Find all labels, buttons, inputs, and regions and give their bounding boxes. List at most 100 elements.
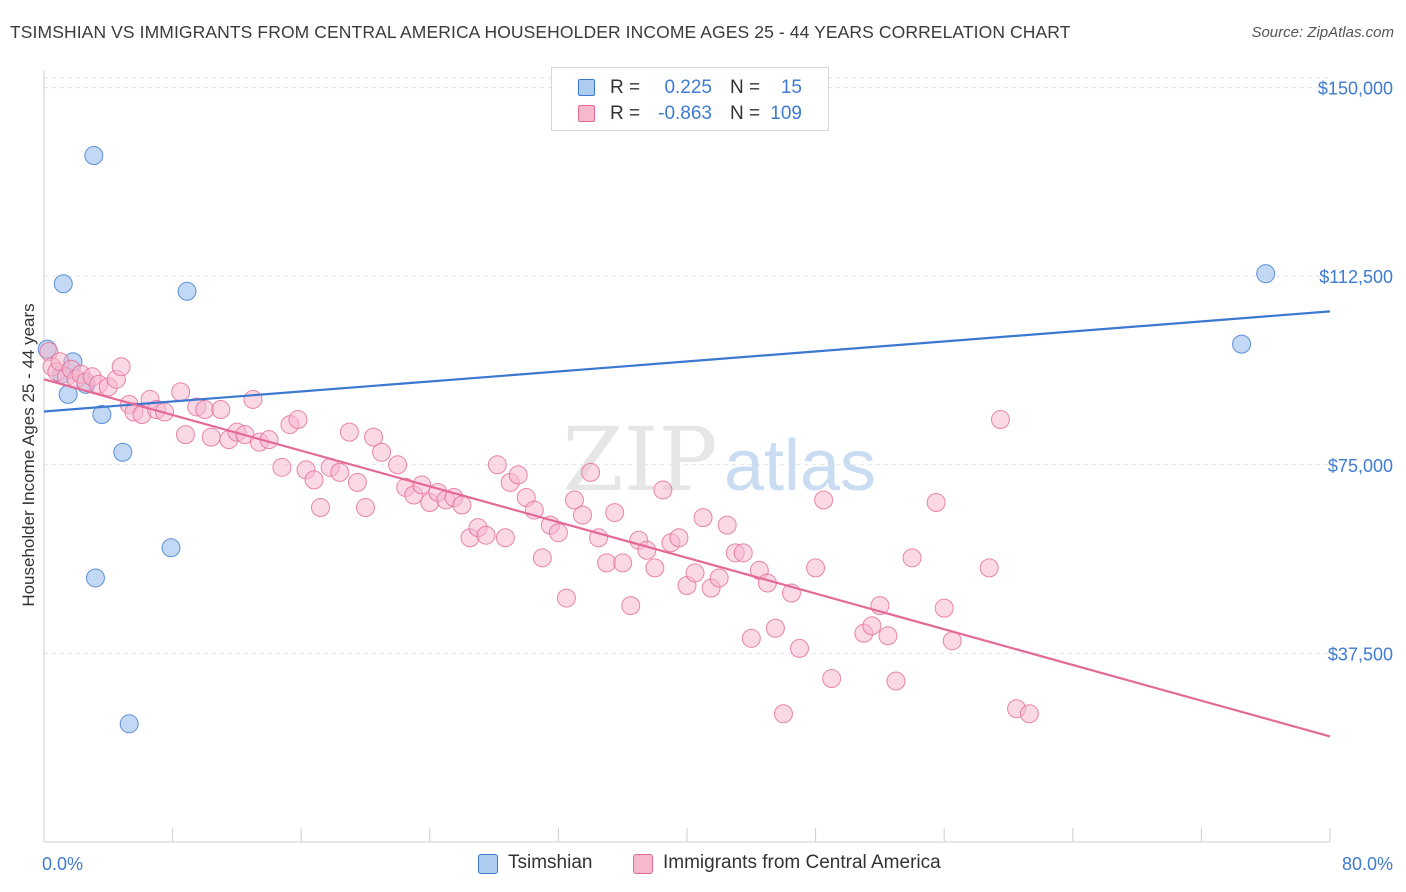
data-point-immigrants <box>878 626 898 646</box>
data-point-immigrants <box>773 704 793 724</box>
data-point-immigrants <box>243 389 263 409</box>
data-point-immigrants <box>979 558 999 578</box>
y-axis-label: Householder Income Ages 25 - 44 years <box>19 303 38 606</box>
data-point-tsimshian <box>85 568 105 588</box>
data-point-immigrants <box>653 480 673 500</box>
data-point-immigrants <box>814 490 834 510</box>
data-point-tsimshian <box>119 714 139 734</box>
data-point-tsimshian <box>161 538 181 558</box>
data-point-immigrants <box>934 598 954 618</box>
watermark-zip: ZIP <box>562 408 717 511</box>
data-point-immigrants <box>942 631 962 651</box>
data-point-immigrants <box>304 470 324 490</box>
y-tick-label: $37,500 <box>1328 644 1393 664</box>
watermark-atlas: atlas <box>724 426 876 506</box>
y-tick-label: $150,000 <box>1318 79 1393 99</box>
data-point-immigrants <box>790 638 810 658</box>
data-point-immigrants <box>709 568 729 588</box>
data-point-immigrants <box>693 508 713 528</box>
data-point-immigrants <box>765 618 785 638</box>
x-tick-label: 80.0% <box>1342 854 1393 874</box>
data-point-immigrants <box>339 422 359 442</box>
data-point-immigrants <box>111 357 131 377</box>
legend-n-value: 109 <box>770 103 802 124</box>
data-point-immigrants <box>806 558 826 578</box>
data-point-immigrants <box>990 410 1010 430</box>
data-point-immigrants <box>902 548 922 568</box>
data-point-immigrants <box>613 553 633 573</box>
legend-swatch-pink <box>578 105 595 122</box>
legend-r-label: R = <box>610 77 641 98</box>
data-point-immigrants <box>347 472 367 492</box>
data-point-immigrants <box>495 528 515 548</box>
data-point-immigrants <box>862 616 882 636</box>
legend-n-label: N = <box>730 77 761 98</box>
stats-legend: R = 0.225 N = 15 R = -0.863 N = 109 <box>551 67 829 131</box>
data-point-immigrants <box>886 671 906 691</box>
data-point-immigrants <box>364 427 384 447</box>
tick-labels: $37,500 $75,000 $112,500 $150,000 0.0% 80.0% <box>42 79 1393 874</box>
trend-line-tsimshian <box>43 310 1331 413</box>
data-point-immigrants <box>822 669 842 689</box>
legend-label-tsimshian: Tsimshian <box>508 852 593 873</box>
y-tick-label: $112,500 <box>1319 267 1393 287</box>
data-point-tsimshian <box>1256 264 1276 284</box>
data-point-immigrants <box>573 505 593 525</box>
legend-swatch-pink <box>633 854 653 874</box>
legend-swatch-blue <box>478 854 498 874</box>
data-point-immigrants <box>548 523 568 543</box>
trend-lines <box>43 310 1331 738</box>
data-point-immigrants <box>597 553 617 573</box>
data-point-immigrants <box>356 498 375 518</box>
data-point-immigrants <box>272 457 292 477</box>
data-point-immigrants <box>288 410 308 430</box>
data-point-tsimshian <box>53 274 73 294</box>
data-point-immigrants <box>685 563 705 583</box>
data-point-immigrants <box>532 548 552 568</box>
x-tick-label: 0.0% <box>42 854 83 874</box>
data-point-immigrants <box>487 455 507 475</box>
data-point-immigrants <box>589 528 609 548</box>
data-point-immigrants <box>310 498 330 518</box>
data-point-immigrants <box>452 495 472 515</box>
y-tick-label: $75,000 <box>1328 456 1393 476</box>
data-point-immigrants <box>201 427 221 447</box>
data-point-immigrants <box>733 543 753 563</box>
data-point-immigrants <box>741 628 761 648</box>
legend-r-label: R = <box>610 103 641 124</box>
data-point-immigrants <box>556 588 576 608</box>
data-point-tsimshian <box>84 145 104 165</box>
data-point-immigrants <box>605 503 625 523</box>
axes <box>43 70 1331 843</box>
grid-lines <box>44 77 1330 654</box>
legend-label-immigrants: Immigrants from Central America <box>663 852 941 873</box>
data-point-immigrants <box>171 382 191 402</box>
data-point-immigrants <box>564 490 584 510</box>
data-point-immigrants <box>175 425 195 445</box>
data-point-tsimshian <box>1232 334 1252 354</box>
data-point-immigrants <box>476 525 496 545</box>
data-point-immigrants <box>717 515 737 535</box>
legend-row-tsimshian: R = 0.225 N = 15 <box>552 75 828 101</box>
legend-r-value: 0.225 <box>664 77 712 98</box>
legend-n-value: 15 <box>780 77 802 98</box>
data-point-immigrants <box>645 558 665 578</box>
data-point-tsimshian <box>113 442 133 462</box>
data-point-immigrants <box>581 462 601 482</box>
data-point-immigrants <box>508 465 528 485</box>
data-point-immigrants <box>372 442 392 462</box>
data-point-tsimshian <box>92 405 112 425</box>
data-point-immigrants <box>1019 704 1039 724</box>
series-legend: Tsimshian Immigrants from Central Americ… <box>0 852 1406 878</box>
data-point-tsimshian <box>177 281 197 301</box>
legend-r-value: -0.863 <box>658 103 712 124</box>
trend-line-immigrants <box>43 378 1331 738</box>
chart-source: Source: ZipAtlas.com <box>1251 24 1394 41</box>
legend-n-label: N = <box>730 103 761 124</box>
watermark: ZIP atlas <box>562 408 876 511</box>
data-point-immigrants <box>195 399 215 419</box>
legend-row-immigrants: R = -0.863 N = 109 <box>552 101 828 127</box>
data-point-immigrants <box>621 596 641 616</box>
legend-swatch-blue <box>578 79 595 96</box>
